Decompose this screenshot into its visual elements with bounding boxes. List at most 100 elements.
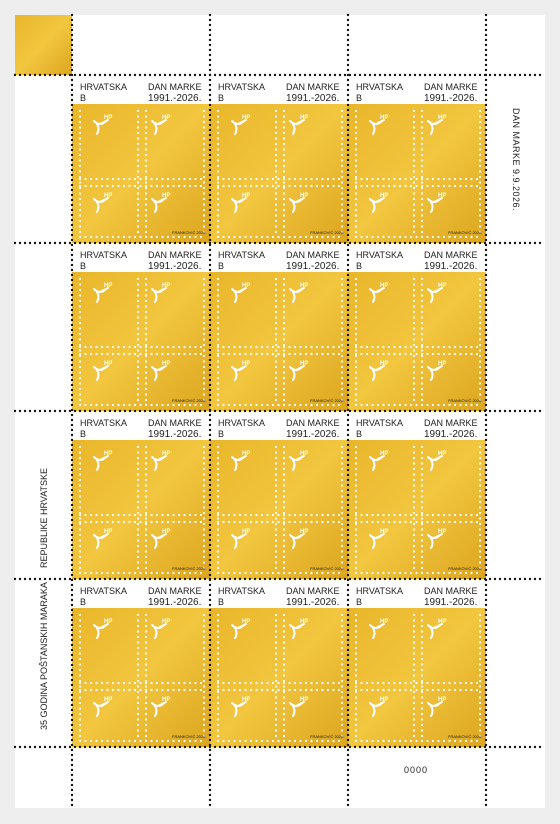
stamp-gold — [348, 272, 486, 411]
posta-logo-text: HP — [380, 361, 388, 367]
posta-logo — [369, 533, 385, 549]
posta-logo — [369, 119, 385, 135]
posta-logo-text: HP — [380, 193, 388, 199]
gold-corner — [15, 15, 72, 75]
stamp-years: 1991.-2026. — [424, 93, 477, 104]
stamp-country: HRVATSKA — [218, 586, 265, 596]
stamp-years: 1991.-2026. — [424, 261, 477, 272]
stamp-country: HRVATSKA — [218, 82, 265, 92]
posta-logo-text: HP — [380, 529, 388, 535]
stamp-value: B — [80, 261, 86, 271]
stamp-designer: FRANKOVIĆ 2026. — [310, 398, 344, 403]
stamp-value: B — [218, 429, 224, 439]
posta-logo — [427, 701, 443, 717]
stamp-country: HRVATSKA — [80, 82, 127, 92]
posta-logo-text: HP — [300, 529, 308, 535]
posta-logo-text: HP — [242, 283, 250, 289]
posta-logo — [289, 119, 305, 135]
posta-logo-text: HP — [438, 283, 446, 289]
stamp-gold — [210, 272, 348, 411]
posta-logo-text: HP — [438, 115, 446, 121]
posta-logo-text: HP — [242, 193, 250, 199]
posta-logo — [151, 197, 167, 213]
stamp-title: DAN MARKE — [148, 82, 202, 92]
posta-logo — [231, 197, 247, 213]
posta-logo — [289, 197, 305, 213]
posta-logo — [93, 119, 109, 135]
stamp-country: HRVATSKA — [218, 418, 265, 428]
stamp-title: DAN MARKE — [148, 586, 202, 596]
posta-logo — [231, 701, 247, 717]
posta-logo-text: HP — [438, 619, 446, 625]
posta-logo-text: HP — [162, 451, 170, 457]
stamp-gold — [210, 440, 348, 579]
posta-logo — [93, 197, 109, 213]
stamp-years: 1991.-2026. — [286, 261, 339, 272]
margin-text: REPUBLIKE HRVATSKE — [39, 468, 49, 568]
posta-logo — [231, 365, 247, 381]
posta-logo — [93, 533, 109, 549]
posta-logo — [289, 623, 305, 639]
posta-logo-text: HP — [242, 451, 250, 457]
posta-logo-text: HP — [380, 619, 388, 625]
stamp-country: HRVATSKA — [80, 418, 127, 428]
posta-logo — [369, 623, 385, 639]
stamp-years: 1991.-2026. — [148, 429, 201, 440]
sheet-number: 0000 — [404, 765, 428, 775]
posta-logo — [151, 365, 167, 381]
stamp-title: DAN MARKE — [286, 418, 340, 428]
stamp-years: 1991.-2026. — [286, 597, 339, 608]
posta-logo-text: HP — [162, 361, 170, 367]
posta-logo — [289, 365, 305, 381]
stamp-title: DAN MARKE — [148, 250, 202, 260]
posta-logo-text: HP — [438, 697, 446, 703]
stamp-years: 1991.-2026. — [424, 597, 477, 608]
posta-logo — [151, 455, 167, 471]
posta-logo-text: HP — [162, 193, 170, 199]
posta-logo — [427, 287, 443, 303]
stamp-designer: FRANKOVIĆ 2026. — [310, 566, 344, 571]
posta-logo — [151, 701, 167, 717]
stamp-designer: FRANKOVIĆ 2026. — [310, 230, 344, 235]
stamp-title: DAN MARKE — [148, 418, 202, 428]
stamp-country: HRVATSKA — [80, 586, 127, 596]
posta-logo — [427, 623, 443, 639]
stamp-country: HRVATSKA — [356, 82, 403, 92]
stamp-designer: FRANKOVIĆ 2026. — [448, 230, 482, 235]
posta-logo-text: HP — [380, 283, 388, 289]
posta-logo-text: HP — [438, 529, 446, 535]
stamp-years: 1991.-2026. — [148, 597, 201, 608]
posta-logo — [427, 533, 443, 549]
stamp-title: DAN MARKE — [424, 586, 478, 596]
posta-logo — [427, 365, 443, 381]
stamp-value: B — [80, 597, 86, 607]
posta-logo-text: HP — [104, 283, 112, 289]
posta-logo — [231, 119, 247, 135]
posta-logo-text: HP — [104, 529, 112, 535]
posta-logo — [369, 287, 385, 303]
posta-logo — [151, 533, 167, 549]
posta-logo-text: HP — [300, 361, 308, 367]
posta-logo-text: HP — [300, 115, 308, 121]
stamp-title: DAN MARKE — [286, 250, 340, 260]
stamp-years: 1991.-2026. — [148, 261, 201, 272]
stamp-designer: FRANKOVIĆ 2026. — [172, 734, 206, 739]
posta-logo — [427, 455, 443, 471]
posta-logo — [93, 365, 109, 381]
stamp-designer: FRANKOVIĆ 2026. — [448, 398, 482, 403]
posta-logo — [231, 455, 247, 471]
stamp-country: HRVATSKA — [356, 418, 403, 428]
posta-logo-text: HP — [242, 619, 250, 625]
posta-logo — [369, 365, 385, 381]
stamp-title: DAN MARKE — [424, 418, 478, 428]
posta-logo — [289, 701, 305, 717]
stamp-title: DAN MARKE — [424, 82, 478, 92]
posta-logo — [369, 455, 385, 471]
stamp-gold — [72, 440, 210, 579]
stamp-country: HRVATSKA — [356, 250, 403, 260]
stamp-designer: FRANKOVIĆ 2026. — [172, 566, 206, 571]
posta-logo — [93, 701, 109, 717]
posta-logo-text: HP — [162, 529, 170, 535]
stamp-designer: FRANKOVIĆ 2026. — [172, 398, 206, 403]
